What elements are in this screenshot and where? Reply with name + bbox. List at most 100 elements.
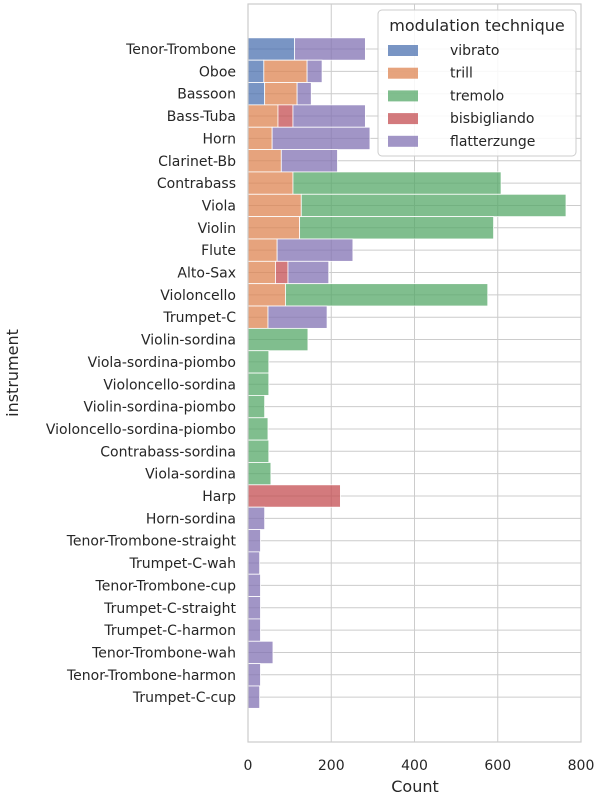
bar-trill [247, 126, 273, 150]
y-tick-label: Trumpet-C-cup [132, 690, 236, 706]
legend-label-vibrato: vibrato [450, 43, 499, 59]
y-axis-label: instrument [3, 329, 22, 417]
y-tick-label: Tenor-Trombone-straight [66, 534, 237, 550]
bar-bisbigliando [275, 260, 289, 285]
bar-flatterzunge [247, 551, 261, 575]
y-tick-label: Bassoon [177, 87, 236, 103]
y-tick-label: Alto-Sax [177, 266, 236, 282]
bar-flatterzunge [294, 37, 366, 61]
y-tick-label: Clarinet-Bb [158, 154, 236, 170]
bar-bisbigliando [247, 484, 341, 508]
y-tick-label: Harp [202, 489, 236, 505]
legend-swatch-tremolo [388, 90, 418, 102]
bar-trill [247, 104, 279, 128]
y-tick-label: Tenor-Trombone-cup [95, 578, 237, 594]
bar-trill [247, 238, 278, 262]
bar-flatterzunge [247, 663, 261, 687]
bar-tremolo [285, 283, 489, 307]
y-tick-label: Violoncello-sordina [103, 377, 236, 393]
y-tick-label: Violin-sordina-piombo [83, 400, 236, 416]
legend-swatch-bisbigliando [388, 113, 418, 125]
bar-trill [263, 59, 308, 83]
y-tick-label: Contrabass [157, 176, 236, 192]
x-axis-label: Count [391, 777, 439, 796]
x-tick-labels: 0 200 400 600 800 [244, 758, 595, 774]
x-tick-label: 600 [484, 758, 511, 774]
bar-bisbigliando [277, 104, 294, 128]
y-tick-label: Oboe [199, 64, 236, 80]
y-tick-label: Contrabass-sordina [100, 444, 236, 460]
legend-label-bisbigliando: bisbigliando [450, 111, 534, 127]
y-tick-label: Bass-Tuba [167, 109, 236, 125]
y-tick-label: Horn [203, 131, 236, 147]
bar-trill [247, 283, 286, 307]
bar-flatterzunge [271, 126, 371, 150]
x-tick-label: 800 [568, 758, 595, 774]
bar-trill [247, 193, 302, 218]
legend-label-trill: trill [450, 66, 473, 82]
legend-swatch-trill [388, 67, 418, 79]
bar-trill [247, 149, 282, 173]
bar-trill [247, 305, 269, 329]
x-tick-label: 0 [244, 758, 253, 774]
bar-vibrato [247, 59, 265, 83]
y-tick-label: Violin-sordina [141, 333, 236, 349]
y-tick-label: Violin [198, 221, 236, 237]
bar-flatterzunge [247, 596, 261, 620]
bar-trill [247, 216, 301, 240]
legend-box [377, 9, 577, 157]
bar-flatterzunge [247, 506, 266, 530]
bar-tremolo [247, 327, 309, 352]
bar-flatterzunge [287, 260, 330, 285]
bar-flatterzunge [280, 149, 338, 173]
y-tick-label: Violoncello-sordina-piombo [46, 422, 236, 438]
y-tick-label: Viola-sordina-piombo [88, 355, 236, 371]
legend: modulation technique vibrato trill tremolo… [377, 9, 577, 157]
bar-flatterzunge [276, 238, 354, 262]
bar-tremolo [247, 350, 270, 374]
y-tick-label: Viola [202, 198, 236, 214]
bar-flatterzunge [306, 59, 323, 83]
bar-flatterzunge [267, 305, 328, 329]
bar-vibrato [247, 37, 296, 61]
bar-flatterzunge [292, 104, 366, 128]
x-tick-label: 400 [401, 758, 428, 774]
y-tick-label: Trumpet-C-straight [103, 601, 236, 617]
y-tick-label: Trumpet-C-wah [128, 556, 236, 572]
bar-flatterzunge [247, 685, 261, 709]
bar-tremolo [247, 439, 270, 463]
legend-title: modulation technique [389, 16, 564, 35]
bar-tremolo [247, 372, 270, 396]
y-tick-label: Violoncello [160, 288, 236, 304]
y-tick-label: Flute [201, 243, 236, 259]
bar-trill [264, 82, 298, 106]
bar-tremolo [299, 216, 494, 240]
bar-flatterzunge [247, 573, 261, 597]
x-tick-label: 200 [318, 758, 345, 774]
y-tick-label: Horn-sordina [146, 511, 236, 527]
y-tick-label: Tenor-Trombone-wah [91, 645, 236, 661]
bar-tremolo [292, 171, 502, 195]
y-tick-label: Viola-sordina [145, 467, 236, 483]
bar-trill [247, 260, 276, 285]
legend-swatch-vibrato [388, 45, 418, 56]
y-tick-labels: Tenor-Trombone Oboe Bassoon Bass-Tuba Horn Cl… [46, 42, 237, 706]
bar-flatterzunge [296, 82, 312, 106]
bar-tremolo [300, 193, 567, 218]
bar-flatterzunge [247, 529, 261, 553]
y-tick-label: Tenor-Trombone-harmon [66, 668, 236, 684]
plot-frame [247, 3, 582, 743]
bar-tremolo [247, 462, 272, 486]
bars [247, 37, 567, 709]
bar-flatterzunge [247, 640, 274, 665]
bar-flatterzunge [247, 618, 261, 642]
y-tick-label: Tenor-Trombone [125, 42, 236, 58]
y-tick-label: Trumpet-C [162, 310, 236, 326]
y-tick-label: Trumpet-C-harmon [103, 623, 236, 639]
bar-tremolo [247, 417, 269, 441]
legend-swatch-flatterzunge [388, 135, 418, 147]
legend-label-tremolo: tremolo [450, 88, 504, 104]
bar-vibrato [247, 82, 266, 106]
